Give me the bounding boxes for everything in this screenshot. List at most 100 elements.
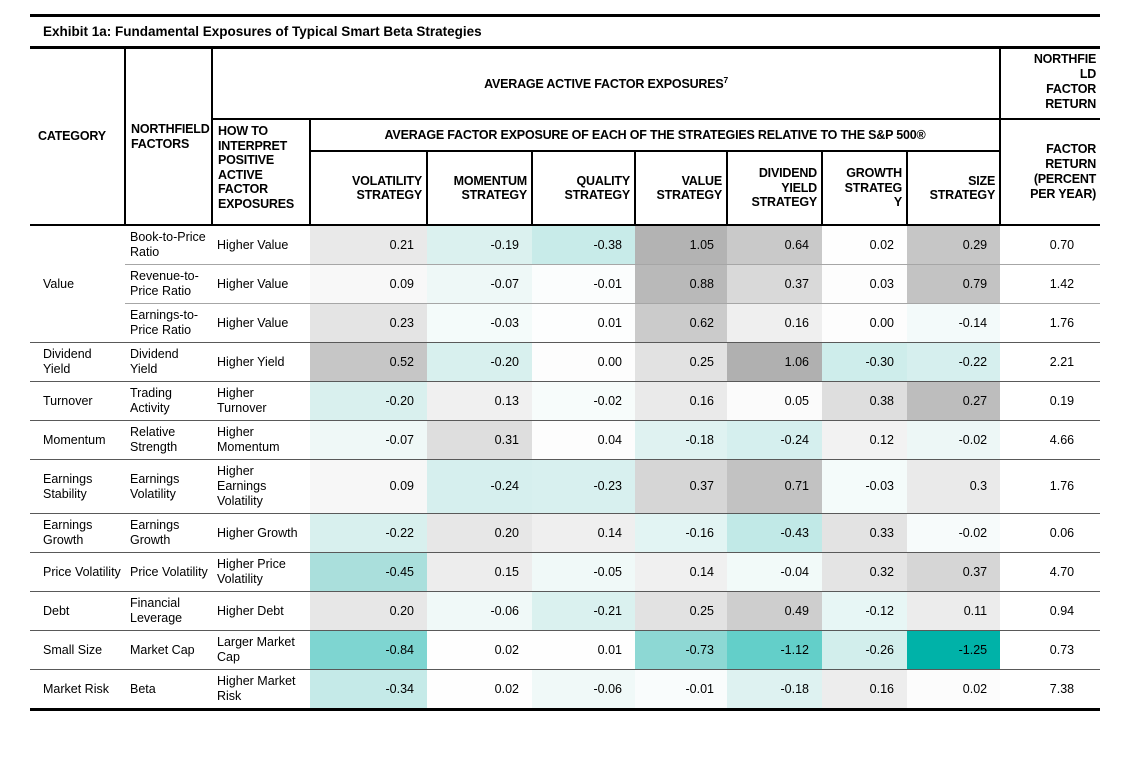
cell-category: Earnings Growth <box>30 513 125 553</box>
cell-exposure-value: -0.07 <box>427 264 532 304</box>
cell-northfield-factor: Dividend Yield <box>125 342 212 382</box>
cell-factor-return: 2.21 <box>1000 342 1101 382</box>
header-northfield-factor-return: NORTHFIELD FACTOR RETURN <box>999 49 1101 120</box>
cell-exposure-value: -0.12 <box>822 591 907 631</box>
cell-exposure-value: 0.02 <box>427 630 532 670</box>
cell-interpretation: Higher Yield <box>212 342 310 382</box>
cell-exposure-value: 0.02 <box>427 669 532 708</box>
cell-northfield-factor: Revenue-to-Price Ratio <box>125 264 212 304</box>
exhibit-table: Exhibit 1a: Fundamental Exposures of Typ… <box>30 14 1101 711</box>
table-row: Debt Financial Leverage Higher Debt 0.20 -0.… <box>30 591 1101 631</box>
cell-factor-return: 7.38 <box>1000 669 1101 708</box>
table-body: Value Book-to-Price Ratio Higher Value 0.21… <box>30 224 1101 708</box>
cell-exposure-value: 0.20 <box>427 513 532 553</box>
cell-interpretation: Higher Debt <box>212 591 310 631</box>
cell-exposure-value: -0.16 <box>635 513 727 553</box>
cell-exposure-value: 0.37 <box>907 552 1001 592</box>
cell-exposure-value: 0.32 <box>822 552 907 592</box>
cell-exposure-value: 0.04 <box>532 420 635 460</box>
cell-exposure-value: 0.14 <box>532 513 635 553</box>
cell-category: Small Size <box>30 630 125 670</box>
cell-northfield-factor: Relative Strength <box>125 420 212 460</box>
table-row: Small Size Market Cap Larger Market Cap -0.… <box>30 630 1101 670</box>
cell-exposure-value: 0.01 <box>532 630 635 670</box>
cell-exposure-value: 0.03 <box>822 264 907 304</box>
cell-exposure-value: -0.02 <box>907 513 1001 553</box>
cell-exposure-value: 0.49 <box>727 591 822 631</box>
header-value-strategy: VALUE STRATEGY <box>634 150 728 226</box>
cell-exposure-value: -0.02 <box>532 381 635 421</box>
cell-exposure-value: 0.29 <box>907 224 1001 265</box>
cell-factor-return: 0.94 <box>1000 591 1101 631</box>
table-row: Revenue-to-Price Ratio Higher Value 0.09 -0… <box>30 264 1101 304</box>
cell-exposure-value: -0.04 <box>727 552 822 592</box>
cell-exposure-value: 0.79 <box>907 264 1001 304</box>
cell-exposure-value: -0.45 <box>310 552 427 592</box>
cell-northfield-factor: Price Volatility <box>125 552 212 592</box>
table-row: Market Risk Beta Higher Market Risk -0.34 0.… <box>30 669 1101 708</box>
table-row: Earnings Growth Earnings Growth Higher Gro… <box>30 513 1101 553</box>
cell-interpretation: Higher Earnings Volatility <box>212 459 310 514</box>
table-row: Earnings-to-Price Ratio Higher Value 0.23-… <box>30 303 1101 343</box>
cell-exposure-value: -0.01 <box>635 669 727 708</box>
header-how-to-interpret: HOW TO INTERPRET POSITIVE ACTIVE FACTOR … <box>211 118 311 226</box>
cell-factor-return: 0.19 <box>1000 381 1101 421</box>
cell-exposure-value: -0.43 <box>727 513 822 553</box>
cell-interpretation: Higher Price Volatility <box>212 552 310 592</box>
cell-exposure-value: 0.31 <box>427 420 532 460</box>
cell-interpretation: Larger Market Cap <box>212 630 310 670</box>
cell-category: Debt <box>30 591 125 631</box>
cell-exposure-value: 0.64 <box>727 224 822 265</box>
cell-exposure-value: 1.05 <box>635 224 727 265</box>
cell-exposure-value: -0.38 <box>532 224 635 265</box>
cell-exposure-value: 0.21 <box>310 224 427 265</box>
header-factor-return-percent: FACTOR RETURN (PERCENT PER YEAR) <box>999 118 1101 226</box>
cell-northfield-factor: Earnings Volatility <box>125 459 212 514</box>
cell-exposure-value: 0.09 <box>310 459 427 514</box>
header-size-strategy: SIZE STRATEGY <box>905 150 1002 226</box>
cell-exposure-value: -0.23 <box>532 459 635 514</box>
table-header: CATEGORY NORTHFIELD FACTORS AVERAGE ACTI… <box>30 49 1101 226</box>
cell-category: Earnings Stability <box>30 459 125 514</box>
cell-exposure-value: 0.3 <box>907 459 1001 514</box>
cell-factor-return: 1.76 <box>1000 303 1101 343</box>
cell-exposure-value: 0.88 <box>635 264 727 304</box>
cell-exposure-value: 0.05 <box>727 381 822 421</box>
table-row: Earnings Stability Earnings Volatility Hig… <box>30 459 1101 514</box>
cell-exposure-value: 0.15 <box>427 552 532 592</box>
table-row: Turnover Trading Activity Higher Turnover -… <box>30 381 1101 421</box>
cell-exposure-value: -0.30 <box>822 342 907 382</box>
cell-exposure-value: 0.25 <box>635 591 727 631</box>
cell-exposure-value: -0.06 <box>532 669 635 708</box>
cell-exposure-value: -0.24 <box>427 459 532 514</box>
cell-exposure-value: 0.16 <box>635 381 727 421</box>
cell-exposure-value: 0.01 <box>532 303 635 343</box>
cell-exposure-value: 0.13 <box>427 381 532 421</box>
table-row: Value Book-to-Price Ratio Higher Value 0.21… <box>30 224 1101 343</box>
cell-exposure-value: -0.19 <box>427 224 532 265</box>
exhibit-title: Exhibit 1a: Fundamental Exposures of Typ… <box>30 17 1100 49</box>
header-average-active-exposures: AVERAGE ACTIVE FACTOR EXPOSURES7 <box>210 49 1002 120</box>
cell-exposure-value: 0.02 <box>822 224 907 265</box>
cell-exposure-value: 0.25 <box>635 342 727 382</box>
header-momentum-strategy: MOMENTUM STRATEGY <box>426 150 533 226</box>
cell-category: Dividend Yield <box>30 342 125 382</box>
cell-exposure-value: -0.34 <box>310 669 427 708</box>
cell-exposure-value: 0.52 <box>310 342 427 382</box>
cell-exposure-value: -0.20 <box>427 342 532 382</box>
cell-exposure-value: 0.71 <box>727 459 822 514</box>
cell-exposure-value: -0.03 <box>822 459 907 514</box>
cell-exposure-value: -0.06 <box>427 591 532 631</box>
cell-exposure-value: -1.12 <box>727 630 822 670</box>
cell-exposure-value: 0.00 <box>822 303 907 343</box>
cell-exposure-value: 0.16 <box>727 303 822 343</box>
cell-category: Momentum <box>30 420 125 460</box>
header-dividend-yield-strategy: DIVIDEND YIELD STRATEGY <box>726 150 823 226</box>
cell-exposure-value: 0.14 <box>635 552 727 592</box>
cell-exposure-value: -0.18 <box>727 669 822 708</box>
cell-category: Turnover <box>30 381 125 421</box>
cell-category: Price Volatility <box>30 552 125 592</box>
cell-factor-return: 1.76 <box>1000 459 1101 514</box>
cell-exposure-value: -0.22 <box>907 342 1001 382</box>
header-northfield-factors: NORTHFIELD FACTORS <box>124 49 213 226</box>
